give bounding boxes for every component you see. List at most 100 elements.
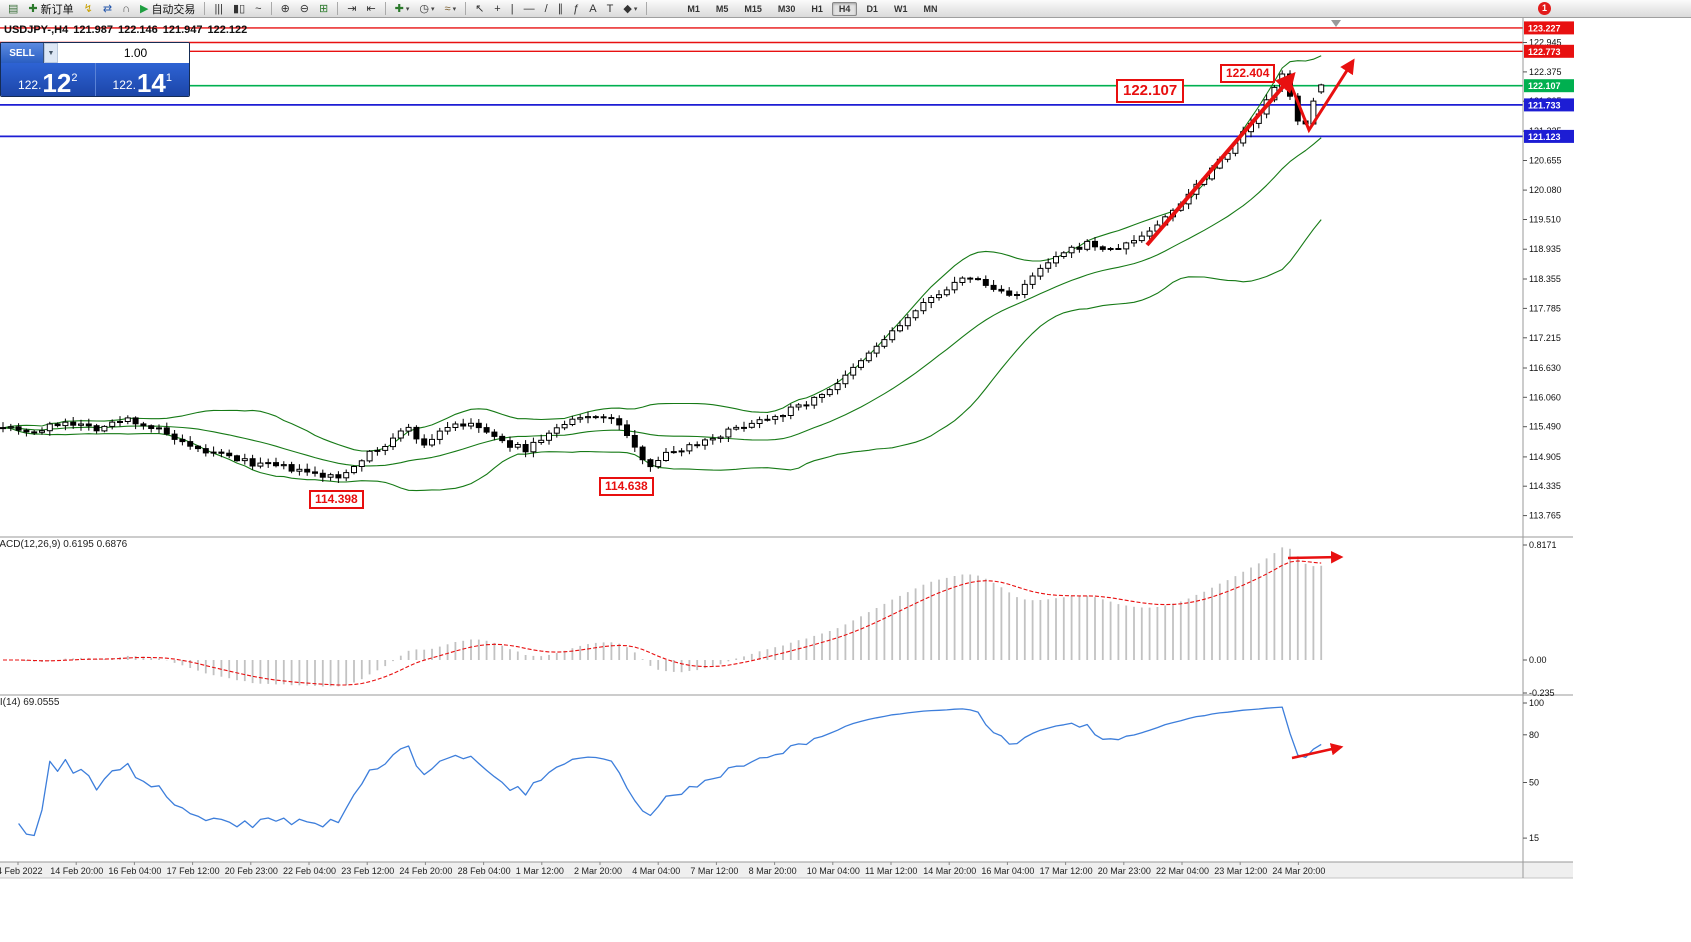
ask-superscript: 1 (165, 72, 172, 84)
support-button[interactable]: ∩ (118, 1, 134, 17)
price-axis-badges: 123.227 122.773 122.107 121.733 121.123 (1524, 21, 1574, 143)
periods-button[interactable]: ◷ ▾ (415, 1, 438, 17)
volume-down-button[interactable]: ▼ (44, 43, 58, 63)
shapes-button[interactable]: ◆ ▾ (619, 1, 641, 17)
caret-down-icon: ▼ (47, 49, 55, 57)
timeframe-m30[interactable]: M30 (777, 3, 796, 14)
svg-text:118.355: 118.355 (1529, 274, 1561, 284)
dropdown-caret-icon: ▾ (452, 5, 457, 13)
svg-text:116.630: 116.630 (1529, 363, 1561, 373)
ask-price[interactable]: 122. 14 1 (96, 63, 190, 97)
volume-stepper: ▼ ▲ (43, 43, 189, 63)
ask-big-digits: 14 (136, 68, 166, 97)
svg-text:122.945: 122.945 (1529, 38, 1562, 48)
timeframe-mn[interactable]: MN (923, 3, 938, 14)
toolbar-separator (270, 2, 272, 15)
svg-text:16 Mar 04:00: 16 Mar 04:00 (981, 866, 1034, 876)
sell-button[interactable]: SELL (1, 43, 43, 63)
symbol-period-label: USDJPY-,H4 (4, 24, 69, 36)
svg-text:100: 100 (1529, 698, 1544, 708)
indicators-icon: ✚ (394, 2, 404, 15)
vertical-line-button[interactable]: | (507, 1, 518, 17)
ask-prefix: 122. (112, 78, 136, 92)
horizontal-line-button[interactable]: — (520, 1, 539, 17)
timeframe-w1[interactable]: W1 (893, 3, 908, 14)
svg-text:1 Mar 12:00: 1 Mar 12:00 (516, 866, 564, 876)
fibonacci-button[interactable]: ƒ (569, 1, 583, 17)
trendline-icon: / (544, 2, 548, 15)
indicators-button[interactable]: ✚ ▾ (391, 1, 414, 17)
new-order-button-label: 新订单 (40, 3, 74, 16)
timeframe-m1[interactable]: M1 (687, 3, 700, 14)
auto-trading-button[interactable]: ▶ 自动交易 (136, 1, 199, 17)
shapes-icon: ◆ (623, 2, 632, 15)
templates-button[interactable]: ≈ ▾ (441, 1, 461, 17)
support-icon: ∩ (122, 2, 130, 15)
crosshair-icon: + (494, 2, 501, 15)
auto-scroll-button[interactable]: ⇥ (343, 1, 360, 17)
zoom-out-button[interactable]: ⊖ (296, 1, 313, 17)
bar-chart-icon: ||| (214, 2, 224, 15)
svg-text:28 Feb 04:00: 28 Feb 04:00 (458, 866, 511, 876)
channel-button[interactable]: ∥ (554, 1, 568, 17)
time-axis-labels: 14 Feb 2022 14 Feb 20:00 16 Feb 04:00 17 Fe… (0, 862, 1325, 876)
svg-text:15: 15 (1529, 833, 1539, 843)
quote-low: 121.947 (162, 24, 203, 36)
crosshair-button[interactable]: + (490, 1, 504, 17)
line-chart-button[interactable]: ~ (251, 1, 265, 17)
bid-price[interactable]: 122. 12 2 (1, 63, 96, 96)
new-chart-icon: ▤ (8, 2, 19, 15)
svg-text:17 Feb 12:00: 17 Feb 12:00 (167, 866, 220, 876)
timeframe-h4[interactable]: H4 (831, 1, 858, 16)
cursor-icon: ↖ (475, 2, 485, 15)
svg-text:119.510: 119.510 (1529, 215, 1561, 225)
rsi-indicator-label: RSI(14) 69.0555 (0, 697, 60, 708)
trend-arrows[interactable] (1145, 58, 1355, 760)
toolbar-separator (465, 2, 467, 15)
new-chart-button[interactable]: ▤ (4, 1, 22, 17)
svg-text:121.733: 121.733 (1528, 100, 1561, 110)
tile-windows-button[interactable]: ⊞ (315, 1, 332, 17)
auto-scroll-icon: ⇥ (347, 2, 357, 15)
timeframe-m15[interactable]: M15 (744, 3, 762, 14)
svg-text:4 Mar 04:00: 4 Mar 04:00 (632, 866, 680, 876)
macd-axis: 0.8171 0.00 -0.235 (1523, 540, 1557, 698)
svg-text:116.060: 116.060 (1529, 392, 1561, 402)
chart-shift-button[interactable]: ⇤ (362, 1, 379, 17)
dropdown-caret-icon: ▾ (431, 5, 435, 13)
toolbar-separator (646, 2, 648, 15)
candle-chart-button[interactable]: ▮▯ (229, 1, 249, 17)
market-watch-button[interactable]: ⇄ (99, 1, 116, 17)
horizontal-line-icon: — (523, 2, 535, 15)
svg-text:0.8171: 0.8171 (1529, 540, 1557, 550)
bar-chart-button[interactable]: ||| (210, 1, 227, 17)
vertical-line-icon: | (510, 2, 514, 15)
text-button[interactable]: A (585, 1, 600, 17)
svg-text:122.107: 122.107 (1528, 81, 1561, 91)
svg-text:121.123: 121.123 (1528, 132, 1561, 142)
cursor-button[interactable]: ↖ (471, 1, 488, 17)
fibonacci-icon: ƒ (573, 2, 580, 15)
compile-button[interactable]: ↯ (80, 1, 97, 17)
timeframe-h1[interactable]: H1 (811, 3, 823, 14)
svg-text:50: 50 (1529, 778, 1539, 788)
one-click-trading-widget: SELL ▼ ▲ BUY 122.122 122.141 (0, 42, 190, 97)
quote-high: 122.146 (117, 24, 158, 36)
chart-shift-marker[interactable] (1331, 20, 1341, 27)
time-axis-strip[interactable] (0, 862, 1573, 878)
zoom-in-button[interactable]: ⊕ (277, 1, 294, 17)
volume-input[interactable] (58, 43, 189, 63)
tile-windows-icon: ⊞ (319, 2, 329, 15)
timeframe-d1[interactable]: D1 (866, 3, 878, 14)
svg-text:114.335: 114.335 (1529, 481, 1561, 491)
label-button[interactable]: T (603, 1, 618, 17)
periods-icon: ◷ (419, 2, 429, 15)
new-order-button[interactable]: ✚ 新订单 (24, 1, 77, 17)
svg-text:-0.235: -0.235 (1529, 688, 1555, 698)
trendline-button[interactable]: / (541, 1, 552, 17)
svg-text:14 Feb 2022: 14 Feb 2022 (0, 866, 43, 876)
notification-badge[interactable]: 1 (1538, 2, 1551, 15)
timeframe-m5[interactable]: M5 (715, 3, 729, 14)
